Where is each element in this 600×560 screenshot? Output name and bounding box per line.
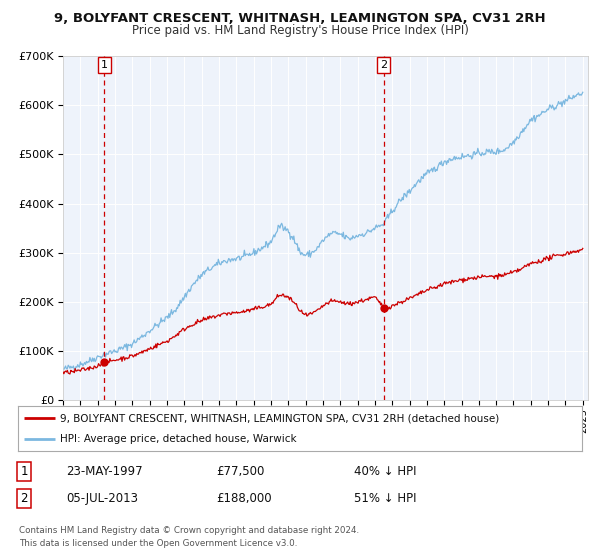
- Text: 9, BOLYFANT CRESCENT, WHITNASH, LEAMINGTON SPA, CV31 2RH: 9, BOLYFANT CRESCENT, WHITNASH, LEAMINGT…: [54, 12, 546, 25]
- Text: This data is licensed under the Open Government Licence v3.0.: This data is licensed under the Open Gov…: [19, 539, 298, 548]
- Text: 2: 2: [380, 60, 387, 70]
- Text: 40% ↓ HPI: 40% ↓ HPI: [354, 465, 416, 478]
- Text: 9, BOLYFANT CRESCENT, WHITNASH, LEAMINGTON SPA, CV31 2RH (detached house): 9, BOLYFANT CRESCENT, WHITNASH, LEAMINGT…: [60, 413, 500, 423]
- Text: £77,500: £77,500: [216, 465, 265, 478]
- Text: 1: 1: [20, 465, 28, 478]
- Text: 1: 1: [101, 60, 108, 70]
- Text: 51% ↓ HPI: 51% ↓ HPI: [354, 492, 416, 505]
- Text: £188,000: £188,000: [216, 492, 272, 505]
- Text: HPI: Average price, detached house, Warwick: HPI: Average price, detached house, Warw…: [60, 433, 297, 444]
- Text: 05-JUL-2013: 05-JUL-2013: [66, 492, 138, 505]
- Text: 2: 2: [20, 492, 28, 505]
- Text: Price paid vs. HM Land Registry's House Price Index (HPI): Price paid vs. HM Land Registry's House …: [131, 24, 469, 36]
- Text: 23-MAY-1997: 23-MAY-1997: [66, 465, 143, 478]
- Text: Contains HM Land Registry data © Crown copyright and database right 2024.: Contains HM Land Registry data © Crown c…: [19, 526, 359, 535]
